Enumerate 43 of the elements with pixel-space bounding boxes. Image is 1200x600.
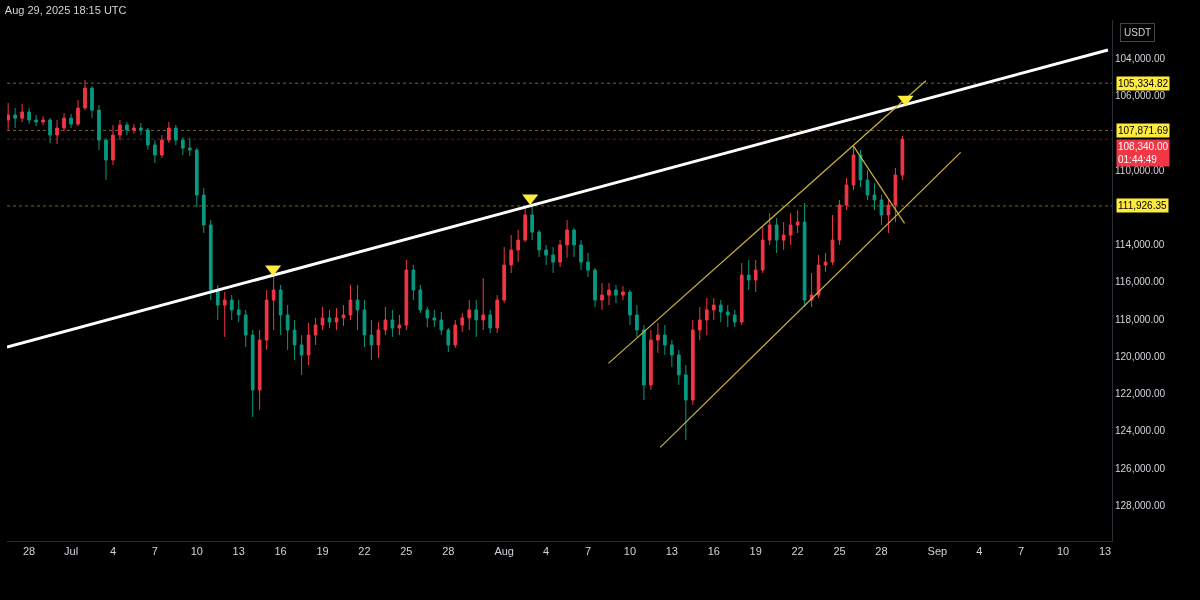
- x-tick-label: 28: [875, 545, 888, 558]
- x-tick-label: 28: [23, 545, 36, 558]
- y-tick-label: 128,000.00: [1115, 499, 1166, 511]
- x-tick-label: 22: [358, 545, 371, 558]
- x-tick-label: 4: [543, 545, 550, 558]
- y-tick-label: 114,000.00: [1115, 239, 1165, 251]
- x-tick-label: Sep: [927, 545, 948, 558]
- ref-line-label: 108,340.00 01:44:49: [1118, 141, 1169, 165]
- y-tick-label: 106,000.00: [1115, 90, 1166, 102]
- x-tick-label: 7: [1018, 545, 1025, 558]
- y-tick-label: 126,000.00: [1115, 462, 1166, 474]
- x-tick-label: 7: [151, 545, 158, 558]
- x-tick-label: 4: [976, 545, 983, 558]
- x-tick-label: 19: [749, 545, 762, 558]
- y-tick-label: 122,000.00: [1115, 388, 1166, 400]
- x-tick-label: 13: [232, 545, 245, 558]
- y-tick-label: 116,000.00: [1115, 276, 1165, 288]
- x-tick-label: 22: [791, 545, 804, 558]
- x-tick-label: 16: [707, 545, 720, 558]
- ref-line-label: 111,926.35: [1118, 200, 1167, 211]
- x-tick-label: 25: [833, 545, 846, 558]
- x-tick-label: 16: [274, 545, 287, 558]
- x-tick-label: 10: [1056, 545, 1070, 558]
- x-tick-label: 10: [190, 545, 203, 558]
- chart-title: Aug 29, 2025 18:15 UTC: [4, 3, 127, 16]
- x-tick-label: 13: [1098, 545, 1112, 558]
- x-tick-label: 28: [442, 545, 455, 558]
- x-tick-label: 10: [623, 545, 637, 558]
- x-tick-label: 19: [316, 545, 329, 558]
- x-tick-label: 13: [665, 545, 678, 558]
- x-tick-label: Aug: [494, 545, 514, 558]
- x-tick-label: 7: [584, 545, 592, 558]
- y-tick-label: 110,000.00: [1115, 164, 1165, 176]
- x-tick-label: 4: [109, 545, 117, 558]
- ref-line-label: 107,871.69: [1118, 125, 1169, 136]
- ref-line-label: 105,334.82: [1118, 78, 1169, 89]
- y-tick-label: 120,000.00: [1115, 350, 1166, 362]
- y-tick-label: 104,000.00: [1115, 52, 1166, 64]
- y-tick-label: 118,000.00: [1115, 313, 1165, 325]
- y-axis-title: USDT: [1124, 27, 1152, 38]
- x-tick-label: Jul: [64, 545, 79, 558]
- x-tick-label: 25: [400, 545, 413, 558]
- y-tick-label: 124,000.00: [1115, 425, 1166, 437]
